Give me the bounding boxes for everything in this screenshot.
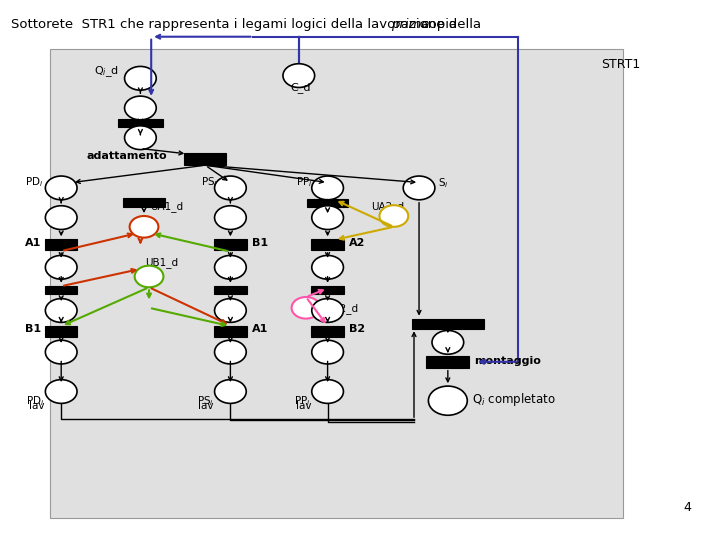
Circle shape (292, 297, 320, 319)
Circle shape (45, 255, 77, 279)
Circle shape (45, 206, 77, 230)
Circle shape (45, 299, 77, 322)
Bar (215, 286, 246, 294)
Bar (311, 286, 344, 294)
Bar (123, 198, 165, 206)
Bar (412, 319, 484, 329)
Text: B1: B1 (25, 325, 41, 334)
Circle shape (215, 206, 246, 230)
Text: Q$_i$_d: Q$_i$_d (94, 64, 119, 79)
Text: prima: prima (391, 18, 429, 31)
Circle shape (215, 176, 246, 200)
Circle shape (135, 266, 163, 287)
Text: PD$_i$: PD$_i$ (27, 394, 45, 408)
Circle shape (312, 299, 343, 322)
Bar (45, 239, 78, 249)
Circle shape (215, 299, 246, 322)
Circle shape (125, 126, 156, 150)
Text: B2: B2 (349, 325, 365, 334)
Circle shape (379, 205, 408, 227)
Circle shape (312, 380, 343, 403)
Circle shape (45, 340, 77, 364)
Bar (215, 326, 246, 337)
FancyBboxPatch shape (50, 49, 623, 518)
Circle shape (125, 66, 156, 90)
Bar (307, 199, 348, 207)
Bar (311, 326, 344, 337)
Text: B1: B1 (252, 238, 268, 248)
Bar (45, 286, 78, 294)
Circle shape (215, 380, 246, 403)
Bar (215, 239, 246, 249)
Text: UB1_d: UB1_d (145, 258, 179, 268)
Text: UA1_d: UA1_d (150, 201, 183, 212)
Text: PS$_i$: PS$_i$ (200, 176, 217, 190)
Circle shape (432, 330, 464, 354)
Text: adattamento: adattamento (86, 151, 167, 160)
Text: A1: A1 (24, 238, 41, 248)
Text: C_d: C_d (291, 82, 311, 93)
Circle shape (312, 206, 343, 230)
Circle shape (130, 216, 158, 238)
Text: PP$_i$: PP$_i$ (294, 394, 311, 408)
Text: Q$_i$ completato: Q$_i$ completato (472, 391, 555, 408)
Text: PP$_i$: PP$_i$ (296, 176, 312, 190)
Circle shape (312, 176, 343, 200)
Text: UB2_d: UB2_d (325, 303, 359, 314)
Circle shape (283, 64, 315, 87)
Text: lav: lav (295, 401, 311, 411)
Circle shape (45, 380, 77, 403)
Bar (311, 239, 344, 249)
Circle shape (312, 340, 343, 364)
Text: STRT1: STRT1 (601, 58, 641, 71)
Circle shape (312, 255, 343, 279)
Text: A2: A2 (349, 238, 366, 248)
Circle shape (45, 176, 77, 200)
Text: S$_i$: S$_i$ (438, 177, 449, 191)
Text: copia: copia (417, 18, 457, 31)
Text: montaggio: montaggio (474, 356, 541, 366)
Circle shape (215, 255, 246, 279)
Text: PD$_i$: PD$_i$ (25, 176, 43, 190)
Text: PS$_i$: PS$_i$ (197, 394, 214, 408)
Bar (426, 356, 469, 368)
Text: 4: 4 (683, 501, 691, 514)
Circle shape (403, 176, 435, 200)
Circle shape (428, 386, 467, 415)
Bar (45, 326, 78, 337)
Text: Sottorete  STR1 che rappresenta i legami logici della lavorazione della: Sottorete STR1 che rappresenta i legami … (11, 18, 485, 31)
Bar (118, 119, 163, 127)
Text: lav: lav (198, 401, 214, 411)
Circle shape (125, 96, 156, 120)
Circle shape (215, 340, 246, 364)
Text: lav: lav (29, 401, 45, 411)
Text: A1: A1 (252, 325, 269, 334)
Bar (184, 153, 226, 165)
Text: UA2_d: UA2_d (371, 201, 404, 212)
